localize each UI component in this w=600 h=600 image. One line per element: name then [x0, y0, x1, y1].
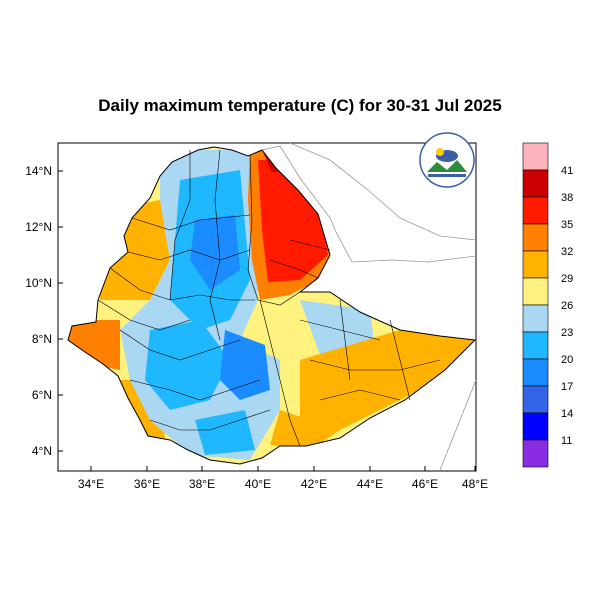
- axis-ticks: [58, 170, 476, 471]
- map-title: Daily maximum temperature (C) for 30-31 …: [98, 96, 502, 115]
- lon-tick-label: 36°E: [134, 477, 160, 491]
- colorbar-label: 32: [561, 246, 573, 258]
- colorbar-swatch: [522, 385, 549, 414]
- colorbar-label: 14: [561, 408, 573, 420]
- colorbar-label: 35: [561, 219, 573, 231]
- colorbar-label: 41: [561, 165, 573, 177]
- lat-tick-label: 14°N: [25, 164, 52, 178]
- lat-tick-label: 12°N: [25, 220, 52, 234]
- colorbar-swatch: [522, 277, 549, 306]
- colorbar-swatch: [522, 358, 549, 387]
- lat-tick-label: 8°N: [32, 332, 52, 346]
- admin-boundaries: [97, 149, 441, 447]
- lon-tick-label: 48°E: [462, 477, 488, 491]
- lat-tick-label: 4°N: [32, 444, 52, 458]
- colorbar-swatch: [522, 412, 549, 441]
- colorbar-label: 38: [561, 192, 573, 204]
- lat-tick-label: 6°N: [32, 388, 52, 402]
- colorbar-swatch: [522, 250, 549, 279]
- colorbar-swatch: [522, 196, 549, 225]
- lon-tick-label: 34°E: [78, 477, 104, 491]
- colorbar-label: 23: [561, 327, 573, 339]
- lat-tick-label: 10°N: [25, 276, 52, 290]
- colorbar-swatch: [522, 331, 549, 360]
- colorbar-swatch: [522, 169, 549, 198]
- country-outline: [67, 146, 477, 465]
- colorbar-swatch: [522, 223, 549, 252]
- lon-tick-label: 44°E: [357, 477, 383, 491]
- colorbar-label: 29: [561, 273, 573, 285]
- coastlines: [261, 142, 477, 471]
- colorbar-swatch: [522, 142, 549, 171]
- lon-tick-label: 42°E: [301, 477, 327, 491]
- colorbar-swatch: [522, 439, 549, 468]
- colorbar-swatch: [522, 304, 549, 333]
- colorbar-label: 11: [561, 435, 572, 447]
- colorbar-label: 17: [561, 381, 573, 393]
- lon-tick-label: 38°E: [189, 477, 215, 491]
- lon-tick-label: 40°E: [245, 477, 271, 491]
- colorbar: 41 38 35 32 29 26 23 20 17 14 11: [522, 142, 573, 468]
- lon-tick-label: 46°E: [412, 477, 438, 491]
- colorbar-label: 26: [561, 300, 573, 312]
- meteorology-agency-logo: [419, 132, 475, 188]
- colorbar-label: 20: [561, 354, 573, 366]
